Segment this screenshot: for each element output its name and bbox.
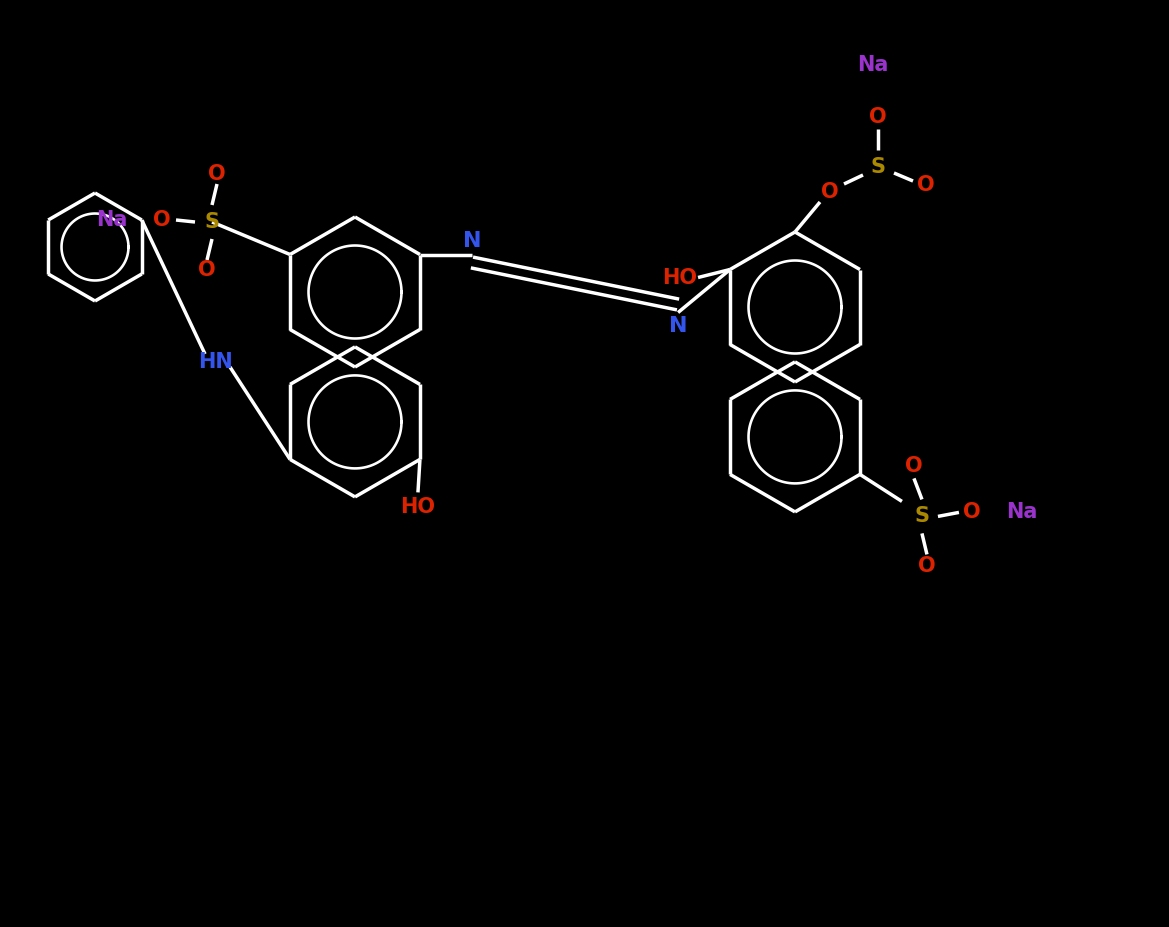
Text: N: N — [669, 316, 687, 337]
Text: N: N — [463, 231, 482, 250]
Text: Na: Na — [857, 55, 888, 75]
Text: O: O — [918, 175, 935, 195]
Text: O: O — [153, 210, 171, 230]
Text: O: O — [208, 164, 226, 184]
Text: S: S — [205, 212, 220, 232]
Text: O: O — [918, 556, 935, 577]
Text: O: O — [905, 456, 922, 476]
Text: Na: Na — [1007, 502, 1038, 523]
Text: HO: HO — [663, 268, 698, 287]
Text: S: S — [871, 157, 885, 177]
Text: HO: HO — [401, 498, 435, 517]
Text: S: S — [914, 506, 929, 527]
Text: O: O — [963, 502, 981, 523]
Text: Na: Na — [96, 210, 127, 230]
Text: O: O — [821, 182, 839, 202]
Text: O: O — [199, 260, 216, 280]
Text: HN: HN — [198, 352, 233, 372]
Text: O: O — [870, 107, 887, 127]
